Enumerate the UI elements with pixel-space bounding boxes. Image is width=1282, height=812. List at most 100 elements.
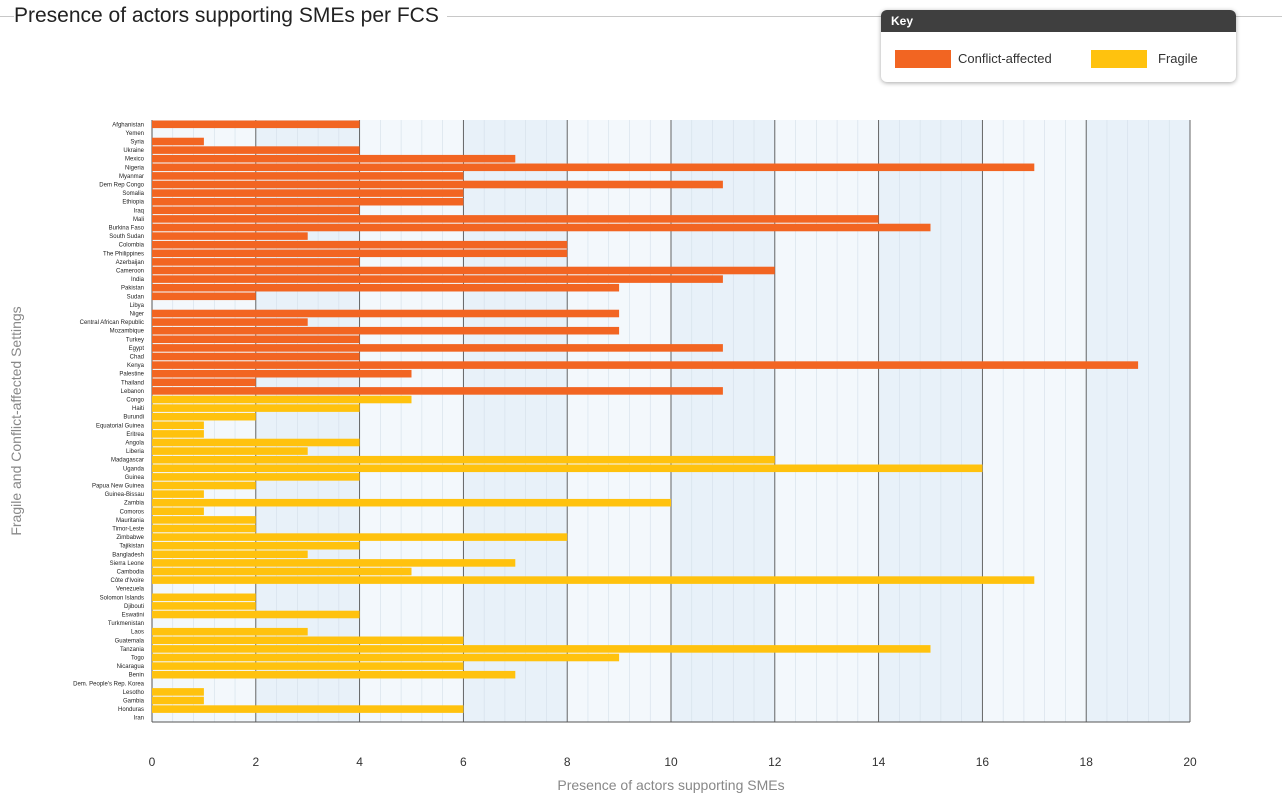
category-label: Yemen — [126, 131, 144, 137]
bar — [152, 283, 620, 292]
x-tick-label: 6 — [460, 755, 467, 769]
bar — [152, 541, 360, 550]
category-label: Zimbabwe — [116, 535, 144, 541]
category-label: Liberia — [126, 449, 145, 455]
category-label: South Sudan — [109, 234, 144, 240]
category-label: Libya — [130, 303, 145, 309]
category-label: Kenya — [127, 363, 145, 369]
bar — [152, 146, 360, 154]
category-label: Eswatini — [122, 613, 144, 619]
bar — [152, 197, 464, 206]
bar — [152, 430, 204, 438]
bar — [152, 249, 568, 258]
category-label: Eritrea — [126, 432, 144, 438]
bar — [152, 326, 620, 335]
bar — [152, 120, 360, 129]
x-tick-label: 8 — [564, 755, 571, 769]
legend-label-conflict: Conflict-affected — [958, 51, 1052, 66]
plot-band — [463, 120, 568, 722]
bar — [152, 180, 723, 189]
bar — [152, 653, 620, 662]
category-label: Comoros — [120, 509, 144, 515]
bar — [152, 473, 360, 481]
category-label: Nicaragua — [117, 664, 145, 670]
bar — [152, 154, 516, 163]
bar — [152, 292, 256, 301]
category-label: Palestine — [119, 372, 144, 378]
bar — [152, 610, 360, 619]
category-label: Cameroon — [116, 269, 144, 275]
legend-swatch-fragile — [1091, 50, 1147, 68]
category-label: Turkmenistan — [108, 621, 144, 627]
category-label: Iraq — [134, 208, 144, 214]
category-label: Uganda — [123, 466, 145, 472]
bar — [152, 275, 723, 283]
bar — [152, 163, 1035, 172]
bar — [152, 516, 256, 524]
category-label: Thailand — [121, 380, 144, 386]
category-label: Nigeria — [125, 165, 145, 171]
category-label: The Philippines — [103, 251, 144, 257]
category-label: Venezuela — [116, 587, 145, 593]
bar — [152, 490, 204, 498]
category-label: Honduras — [118, 707, 144, 713]
x-tick-label: 12 — [768, 755, 782, 769]
x-tick-label: 20 — [1183, 755, 1197, 769]
category-label: Sudan — [127, 294, 144, 300]
bar — [152, 369, 412, 378]
x-tick-label: 10 — [664, 755, 678, 769]
bar — [152, 412, 256, 421]
category-label: Guinea-Bissau — [105, 492, 144, 498]
category-label: Somalia — [122, 191, 144, 197]
x-tick-label: 0 — [149, 755, 156, 769]
category-label: Colombia — [119, 243, 145, 249]
y-axis-title: Fragile and Conflict-affected Settings — [8, 306, 24, 535]
category-label: Angola — [125, 441, 144, 447]
bar — [152, 455, 775, 464]
bar — [152, 447, 308, 455]
x-tick-label: 2 — [252, 755, 259, 769]
category-label: Equatorial Guinea — [96, 423, 145, 429]
bar — [152, 352, 360, 361]
category-label: Ethiopia — [122, 200, 144, 206]
category-label: Congo — [126, 398, 144, 404]
plot-band — [1086, 120, 1190, 722]
category-label: India — [131, 277, 145, 283]
category-label: Benin — [129, 673, 144, 679]
bar — [152, 567, 412, 576]
title-divider — [0, 16, 1282, 17]
bar — [152, 507, 204, 516]
category-label: Syria — [130, 140, 144, 146]
bar — [152, 344, 723, 352]
bar — [152, 189, 464, 197]
category-label: Dem. People's Rep. Korea — [73, 681, 145, 687]
category-label: Lesotho — [123, 690, 145, 696]
category-label: Zambia — [124, 501, 145, 507]
bar — [152, 559, 516, 567]
category-label: Chad — [130, 355, 144, 361]
bar — [152, 206, 360, 215]
category-label: Bangladesh — [112, 552, 144, 558]
category-label: Burundi — [123, 415, 144, 421]
bar — [152, 602, 256, 610]
category-label: Pakistan — [121, 286, 144, 292]
x-axis-title: Presence of actors supporting SMEs — [557, 777, 784, 793]
bar — [152, 335, 360, 344]
bar — [152, 309, 620, 318]
legend: Key Conflict-affected Fragile — [881, 10, 1236, 82]
category-label: Dem Rep Congo — [99, 183, 144, 189]
bar — [152, 318, 308, 326]
category-label: Gambia — [123, 699, 145, 705]
x-tick-label: 14 — [872, 755, 886, 769]
bar — [152, 576, 1035, 584]
x-tick-label: 16 — [976, 755, 990, 769]
category-label: Tajikistan — [119, 544, 144, 550]
bar — [152, 404, 360, 412]
category-label: Djibouti — [124, 604, 144, 610]
category-label: Cambodia — [117, 570, 145, 576]
bar — [152, 378, 256, 387]
bar — [152, 137, 204, 146]
bar — [152, 240, 568, 249]
bar — [152, 662, 464, 670]
